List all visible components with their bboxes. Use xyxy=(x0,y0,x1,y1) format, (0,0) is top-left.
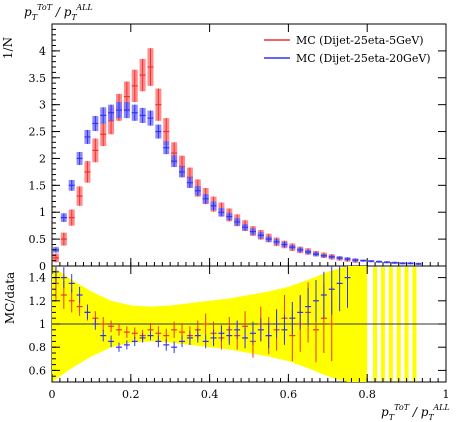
main-ytick-label: 0.5 xyxy=(29,233,47,246)
ratio-plot-layer xyxy=(52,266,446,382)
xtick-label: 0.6 xyxy=(280,388,298,401)
main-ytick-label: 2.5 xyxy=(29,126,47,139)
xtick-label: 1 xyxy=(443,388,450,401)
ratio-ytick-label: 1 xyxy=(39,318,46,331)
main-ytick-label: 0 xyxy=(39,260,46,273)
main-ytick-label: 4 xyxy=(39,45,46,58)
xtick-label: 0.4 xyxy=(201,388,219,401)
ratio-ytick-label: 0.6 xyxy=(29,364,47,377)
main-ytick-label: 1.5 xyxy=(29,179,47,192)
main-ylabel: 1/N xyxy=(1,37,15,59)
ratio-ytick-label: 1.4 xyxy=(29,272,47,285)
main-ytick-label: 3 xyxy=(39,99,46,112)
xtick-label: 0 xyxy=(49,388,56,401)
ratio-ytick-label: 1.2 xyxy=(29,295,47,308)
main-ytick-label: 2 xyxy=(39,152,46,165)
main-ytick-label: 1 xyxy=(39,206,46,219)
xtick-label: 0.2 xyxy=(122,388,140,401)
ratio-ytick-label: 0.8 xyxy=(29,341,47,354)
legend: MC (Dijet-25eta-5GeV) MC (Dijet-25eta-20… xyxy=(264,34,431,65)
legend-label-5gev: MC (Dijet-25eta-5GeV) xyxy=(296,34,424,47)
legend-label-20gev: MC (Dijet-25eta-20GeV) xyxy=(296,52,431,65)
main-plot-layer xyxy=(52,48,422,265)
ratio-xlabel: pTToT / pTALL xyxy=(381,403,450,422)
ratio-ylabel: MC/data xyxy=(3,272,17,324)
xtick-label: 0.8 xyxy=(358,388,376,401)
main-title: pTToT / pTALL xyxy=(24,3,93,22)
main-ytick-label: 3.5 xyxy=(29,72,47,85)
